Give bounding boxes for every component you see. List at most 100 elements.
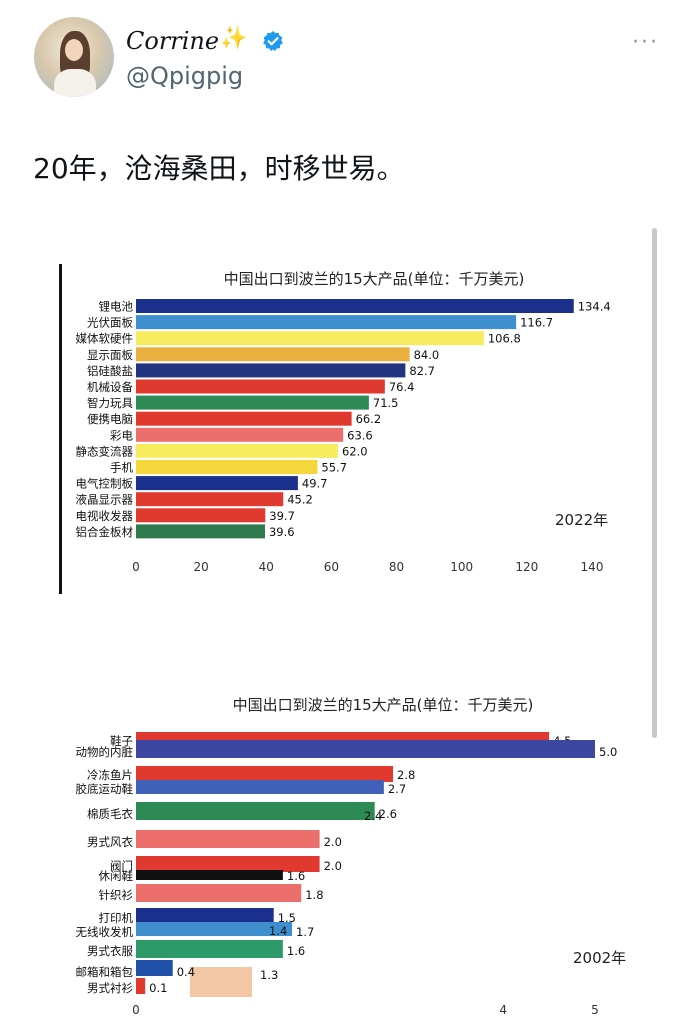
bar-4 (136, 802, 375, 820)
category-label: 电视收发器 (76, 509, 134, 523)
bar-9 (136, 908, 274, 922)
category-label: 机械设备 (87, 380, 133, 394)
bar-11 (136, 940, 283, 958)
x-tick-label: 120 (515, 560, 538, 574)
value-label: 55.7 (321, 461, 347, 475)
category-label: 冷冻鱼片 (87, 768, 133, 782)
bar-2 (136, 331, 484, 346)
bar-12 (136, 492, 284, 507)
value-label: 1.8 (305, 888, 323, 902)
bar-9 (136, 443, 338, 458)
bar-7 (136, 870, 283, 880)
value-label-extra: 1.3 (260, 968, 278, 982)
value-label: 2.0 (324, 859, 342, 873)
bar-5 (136, 830, 320, 848)
value-label: 39.7 (269, 509, 295, 523)
bar-11 (136, 476, 298, 491)
category-label: 打印机 (99, 911, 134, 925)
bar-14 (136, 524, 265, 539)
x-tick-label: 0 (132, 1003, 140, 1017)
category-label: 针织衫 (99, 888, 134, 902)
x-tick-label: 60 (324, 560, 339, 574)
value-label: 39.6 (269, 525, 295, 539)
category-label: 无线收发机 (76, 925, 134, 939)
bar-10 (136, 460, 318, 474)
bar-5 (136, 379, 385, 394)
category-label: 男式风衣 (87, 835, 133, 849)
chart-title: 中国出口到波兰的15大产品(单位：千万美元) (233, 696, 534, 714)
value-label: 71.5 (373, 396, 399, 410)
value-label: 49.7 (302, 477, 328, 491)
category-label: 电气控制板 (76, 477, 134, 491)
background-bar (190, 967, 252, 997)
x-tick-label: 100 (450, 560, 473, 574)
more-dots-icon[interactable]: ··· (632, 30, 659, 55)
bar-1 (136, 740, 595, 758)
category-label: 彩电 (110, 428, 133, 442)
value-label: 116.7 (520, 316, 553, 330)
bar-3 (136, 347, 410, 362)
value-label: 0.4 (177, 965, 195, 979)
category-label: 鞋子 (110, 734, 133, 748)
value-label: 2.7 (388, 782, 406, 796)
value-label: 1.5 (278, 911, 296, 925)
bar-13 (136, 978, 146, 994)
x-tick-label: 4 (499, 1003, 507, 1017)
display-name[interactable]: Corrine (126, 27, 220, 55)
value-label: 134.4 (578, 300, 611, 314)
bar-13 (136, 508, 266, 523)
avatar[interactable] (34, 17, 114, 97)
x-tick-label: 20 (194, 560, 209, 574)
value-label: 1.6 (287, 869, 305, 883)
value-label: 5.0 (599, 745, 617, 759)
verified-badge-icon (263, 31, 283, 52)
sparkle-emoji: ✨ (220, 26, 248, 51)
value-label: 45.2 (287, 493, 313, 507)
value-label: 2.0 (324, 835, 342, 849)
value-label: 106.8 (488, 332, 521, 346)
value-label: 2.8 (397, 768, 415, 782)
category-label: 静态变流器 (76, 444, 134, 458)
value-label: 66.2 (356, 412, 382, 426)
bar-8 (136, 427, 344, 442)
year-annotation: 2022年 (555, 511, 608, 529)
category-label: 男式衬衫 (87, 981, 133, 995)
category-label: 动物的内脏 (76, 745, 134, 759)
bar-2 (136, 766, 394, 782)
value-label: 0.1 (149, 981, 167, 995)
category-label: 智力玩具 (87, 396, 133, 410)
tweet-text: 20年，沧海桑田，时移世易。 (33, 152, 405, 185)
bar-3 (136, 780, 384, 794)
value-label-extra: 2.4 (364, 809, 382, 823)
category-label: 棉质毛衣 (87, 807, 133, 821)
value-label: 63.6 (347, 428, 373, 442)
category-label: 锂电池 (99, 300, 134, 314)
scrollbar[interactable] (652, 228, 657, 738)
value-label: 1.6 (287, 944, 305, 958)
value-label: 82.7 (409, 364, 435, 378)
chart-2002: 中国出口到波兰的15大产品(单位：千万美元)鞋子4.5动物的内脏5.0冷冻鱼片2… (76, 696, 627, 1017)
bar-1 (136, 315, 517, 330)
x-tick-label: 80 (389, 560, 404, 574)
category-label: 手机 (110, 461, 133, 475)
category-label: 邮箱和箱包 (76, 965, 134, 979)
bar-8 (136, 884, 302, 902)
avatar-clothing (54, 69, 96, 97)
avatar-face (65, 39, 83, 61)
bar-4 (136, 363, 406, 378)
value-label: 62.0 (342, 444, 368, 458)
value-label-extra: 1.4 (269, 924, 287, 938)
bar-10 (136, 922, 293, 936)
user-handle[interactable]: @Qpigpig (126, 62, 244, 90)
x-tick-label: 40 (259, 560, 274, 574)
x-tick-label: 5 (591, 1003, 599, 1017)
value-label: 1.7 (296, 925, 314, 939)
value-label: 2.6 (379, 807, 397, 821)
category-label: 铝合金板材 (76, 525, 134, 539)
bar-12 (136, 960, 173, 976)
tweet-media-image[interactable]: 中国出口到波兰的15大产品(单位：千万美元) 锂电池 134.4 光伏面板 116.7 媒… (40, 218, 660, 1025)
category-label: 男式衣服 (87, 944, 133, 958)
bar-6 (136, 395, 369, 410)
category-label: 铝硅酸盐 (87, 364, 133, 378)
x-tick-label: 140 (581, 560, 604, 574)
